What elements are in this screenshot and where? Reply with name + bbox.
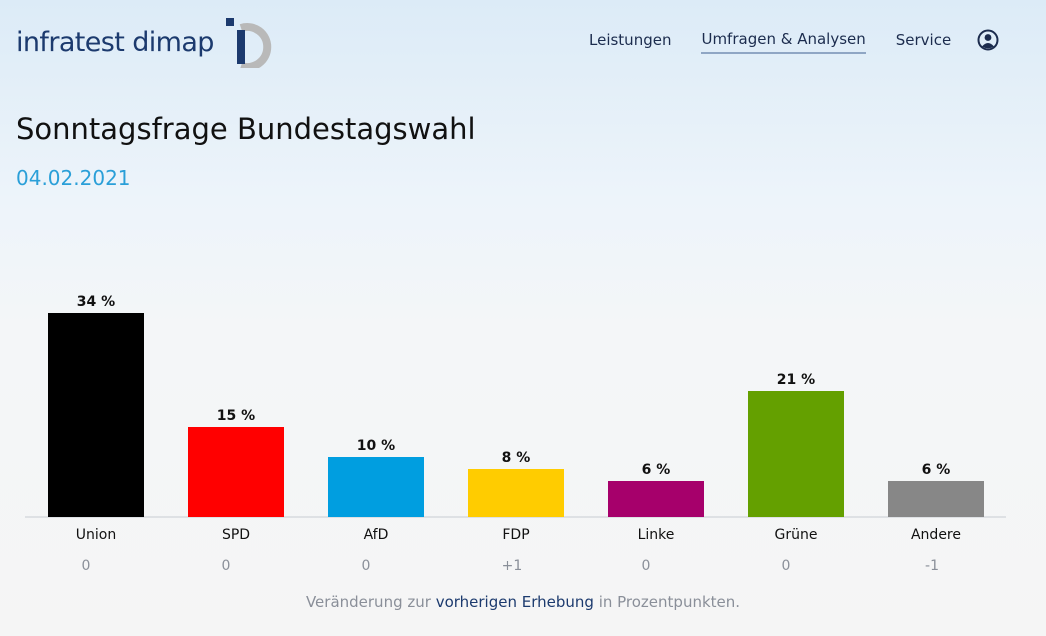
change-value: 0 [362,558,371,574]
bar-union[interactable] [48,313,144,517]
change-footnote: Veränderung zur vorherigen Erhebung in P… [0,593,1046,611]
bar-fdp[interactable] [468,469,564,517]
bar-linke[interactable] [608,481,704,517]
change-value: 0 [82,558,91,574]
category-label: FDP [502,527,529,543]
poll-bar-chart: 34 % Union 0 15 % SPD 0 10 % AfD 0 8 % FDP +1 6 % Lin… [25,294,1006,574]
change-value: -1 [925,558,939,574]
change-value: 0 [222,558,231,574]
previous-survey-link[interactable]: vorherigen Erhebung [435,593,594,611]
nav-umfragen-analysen[interactable]: Umfragen & Analysen [701,30,866,54]
category-label: Andere [911,527,961,543]
bar-afd[interactable] [328,457,424,517]
user-account-icon[interactable] [977,29,999,51]
value-label: 34 % [77,294,115,310]
page-title: Sonntagsfrage Bundestagswahl [16,112,476,146]
value-label: 6 % [922,462,951,478]
site-header: infratest dimap Leistungen Umfragen & An… [0,0,1046,80]
value-label: 6 % [642,462,671,478]
category-label: Grüne [775,527,818,543]
bar-andere[interactable] [888,481,984,517]
category-label: AfD [364,527,389,543]
footnote-text-after: in Prozentpunkten. [593,593,741,611]
change-value: +1 [502,558,523,574]
value-label: 21 % [777,372,815,388]
logo-mark-icon [225,18,271,68]
category-label: SPD [222,527,250,543]
nav-leistungen[interactable]: Leistungen [589,31,672,49]
category-label: Linke [638,527,675,543]
bar-spd[interactable] [188,427,284,517]
value-label: 8 % [502,450,531,466]
brand-logo[interactable]: infratest dimap [16,14,273,70]
survey-date: 04.02.2021 [16,166,131,190]
value-label: 10 % [357,438,395,454]
change-value: 0 [782,558,791,574]
value-label: 15 % [217,408,255,424]
category-label: Union [76,527,116,543]
nav-service[interactable]: Service [895,31,952,49]
change-value: 0 [642,558,651,574]
brand-name: infratest dimap [16,26,214,58]
main-nav: Leistungen Umfragen & Analysen Service [589,30,951,54]
bar-grüne[interactable] [748,391,844,517]
footnote-text-before: Veränderung zur [305,593,436,611]
